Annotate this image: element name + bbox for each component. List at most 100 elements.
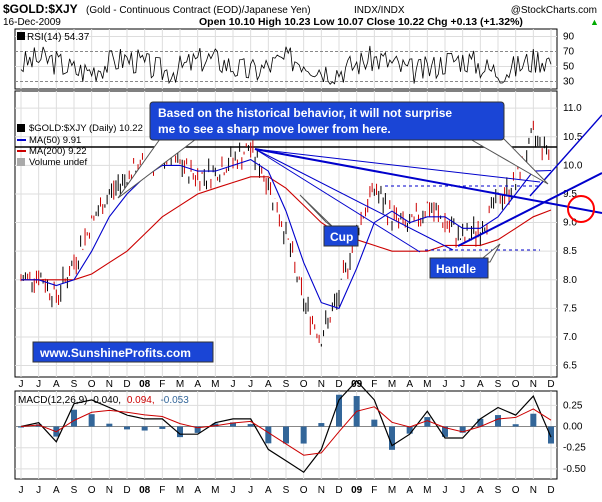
month-tick-label: A bbox=[53, 485, 60, 496]
month-tick-label: J bbox=[248, 379, 253, 390]
month-tick-label: J bbox=[36, 485, 41, 496]
month-tick-label: A bbox=[265, 379, 272, 390]
macd-histogram-bar bbox=[512, 424, 519, 427]
month-tick-label: N bbox=[530, 379, 537, 390]
price-tick-label: 8.5 bbox=[563, 246, 577, 257]
month-tick-label: 09 bbox=[351, 485, 363, 496]
macd-histogram-bar bbox=[459, 426, 466, 433]
month-tick-label: D bbox=[123, 379, 130, 390]
rsi-tick-label: 90 bbox=[563, 32, 575, 43]
legend-price: $GOLD:$XJY (Daily) 10.22 bbox=[29, 123, 143, 134]
month-tick-label: J bbox=[19, 485, 24, 496]
macd-label: MACD(12,26,9) bbox=[18, 395, 87, 406]
macd-histogram-bar bbox=[141, 426, 148, 431]
month-tick-label: J bbox=[460, 379, 465, 390]
month-tick-label: M bbox=[423, 379, 431, 390]
month-tick-label: N bbox=[318, 485, 325, 496]
macd-histogram-bar bbox=[159, 426, 166, 429]
price-tick-label: 8.0 bbox=[563, 275, 577, 286]
month-tick-label: O bbox=[300, 485, 308, 496]
signal-line bbox=[20, 406, 552, 456]
legend-ma50: MA(50) 9.91 bbox=[29, 135, 81, 146]
rsi-tick-label: 50 bbox=[563, 62, 575, 73]
macd-histogram-bar bbox=[283, 426, 289, 444]
ohlc-readout: Open 10.10 High 10.23 Low 10.07 Close 10… bbox=[199, 16, 523, 28]
callout-line-2: me to see a sharp move lower from here. bbox=[158, 122, 391, 136]
month-tick-label: J bbox=[19, 379, 24, 390]
month-tick-label: D bbox=[123, 485, 130, 496]
price-tick-label: 9.0 bbox=[563, 218, 577, 229]
rsi-grid bbox=[15, 29, 557, 89]
trend-fan-line-3 bbox=[254, 148, 421, 253]
legend-volume: Volume undef bbox=[29, 157, 87, 168]
macd-histogram-bar bbox=[424, 417, 431, 427]
macd-tick-label: -0.50 bbox=[563, 464, 586, 475]
month-tick-label: N bbox=[530, 485, 537, 496]
month-tick-label: F bbox=[159, 485, 165, 496]
month-tick-label: N bbox=[318, 379, 325, 390]
month-tick-label: F bbox=[371, 485, 377, 496]
price-tick-label: 9.5 bbox=[563, 189, 577, 200]
month-tick-label: J bbox=[443, 485, 448, 496]
rsi-line bbox=[20, 45, 552, 85]
up-arrow-icon: ▲ bbox=[590, 17, 599, 27]
macd-histogram-bar bbox=[124, 426, 130, 430]
chart-description: (Gold - Continuous Contract (EOD)/Japane… bbox=[86, 5, 311, 16]
month-tick-label: D bbox=[335, 379, 342, 390]
macd-histogram-bar bbox=[71, 409, 77, 427]
cup-label: Cup bbox=[330, 230, 353, 244]
month-tick-label: M bbox=[388, 379, 396, 390]
macd-legend: MACD(12,26,9) 0.040, 0.094, -0.053 bbox=[18, 395, 189, 406]
chart-date: 16-Dec-2009 bbox=[3, 17, 61, 28]
stockcharts-brand: @StockCharts.com bbox=[511, 5, 597, 16]
month-tick-label: S bbox=[495, 485, 502, 496]
macd-line bbox=[20, 379, 552, 474]
month-tick-label: M bbox=[211, 379, 219, 390]
price-tick-label: 6.5 bbox=[563, 361, 577, 372]
month-tick-label: J bbox=[36, 379, 41, 390]
month-tick-label: A bbox=[406, 379, 413, 390]
cup-label-box bbox=[323, 225, 359, 247]
month-tick-label: M bbox=[211, 485, 219, 496]
macd-histogram-bar bbox=[177, 426, 183, 438]
trend-fan-line-2 bbox=[254, 148, 541, 183]
rsi-ticks: 90 70 50 30 bbox=[563, 32, 575, 88]
month-tick-label: 08 bbox=[139, 379, 151, 390]
month-tick-label: A bbox=[194, 485, 201, 496]
cup-pointer bbox=[299, 194, 335, 229]
macd-histogram bbox=[18, 394, 554, 450]
rsi-swatch bbox=[17, 32, 25, 40]
month-tick-label: A bbox=[477, 485, 484, 496]
price-tick-label: 7.5 bbox=[563, 303, 577, 314]
macd-histogram-bar bbox=[230, 422, 236, 427]
month-tick-label: A bbox=[265, 485, 272, 496]
callout-line-1: Based on the historical behavior, it wil… bbox=[158, 106, 452, 120]
month-tick-label: M bbox=[176, 485, 184, 496]
trend-line-steep bbox=[529, 114, 602, 197]
price-ticks: 11.0 10.5 10.0 9.5 9.0 8.5 8.0 7.5 7.0 6.5 bbox=[563, 103, 583, 371]
ma200-line bbox=[21, 176, 552, 281]
month-tick-label: O bbox=[512, 379, 520, 390]
handle-label-box bbox=[429, 257, 489, 279]
macd-histogram-bar bbox=[371, 419, 378, 427]
price-tick-label: 10.0 bbox=[563, 160, 583, 171]
macd-histogram-bar bbox=[318, 423, 325, 427]
month-tick-label: N bbox=[106, 379, 113, 390]
month-tick-label: S bbox=[71, 379, 78, 390]
macd-value: 0.040, bbox=[93, 395, 121, 406]
month-tick-label: F bbox=[371, 379, 377, 390]
macd-histogram-bar bbox=[406, 426, 413, 434]
month-axis-top: J J A S O N D 08 F M A M J J A S O N D 09 F M A M J J A S O N D bbox=[19, 379, 555, 390]
macd-tick-label: -0.25 bbox=[563, 443, 586, 454]
month-tick-label: A bbox=[477, 379, 484, 390]
callout-box bbox=[149, 101, 505, 141]
price-swatch bbox=[17, 124, 25, 132]
signal-value: 0.094, bbox=[127, 395, 155, 406]
month-tick-label: S bbox=[495, 379, 502, 390]
macd-tick-label: 0.00 bbox=[563, 422, 583, 433]
macd-histogram-bar bbox=[442, 426, 448, 437]
month-tick-label: S bbox=[283, 485, 290, 496]
month-tick-label: M bbox=[423, 485, 431, 496]
